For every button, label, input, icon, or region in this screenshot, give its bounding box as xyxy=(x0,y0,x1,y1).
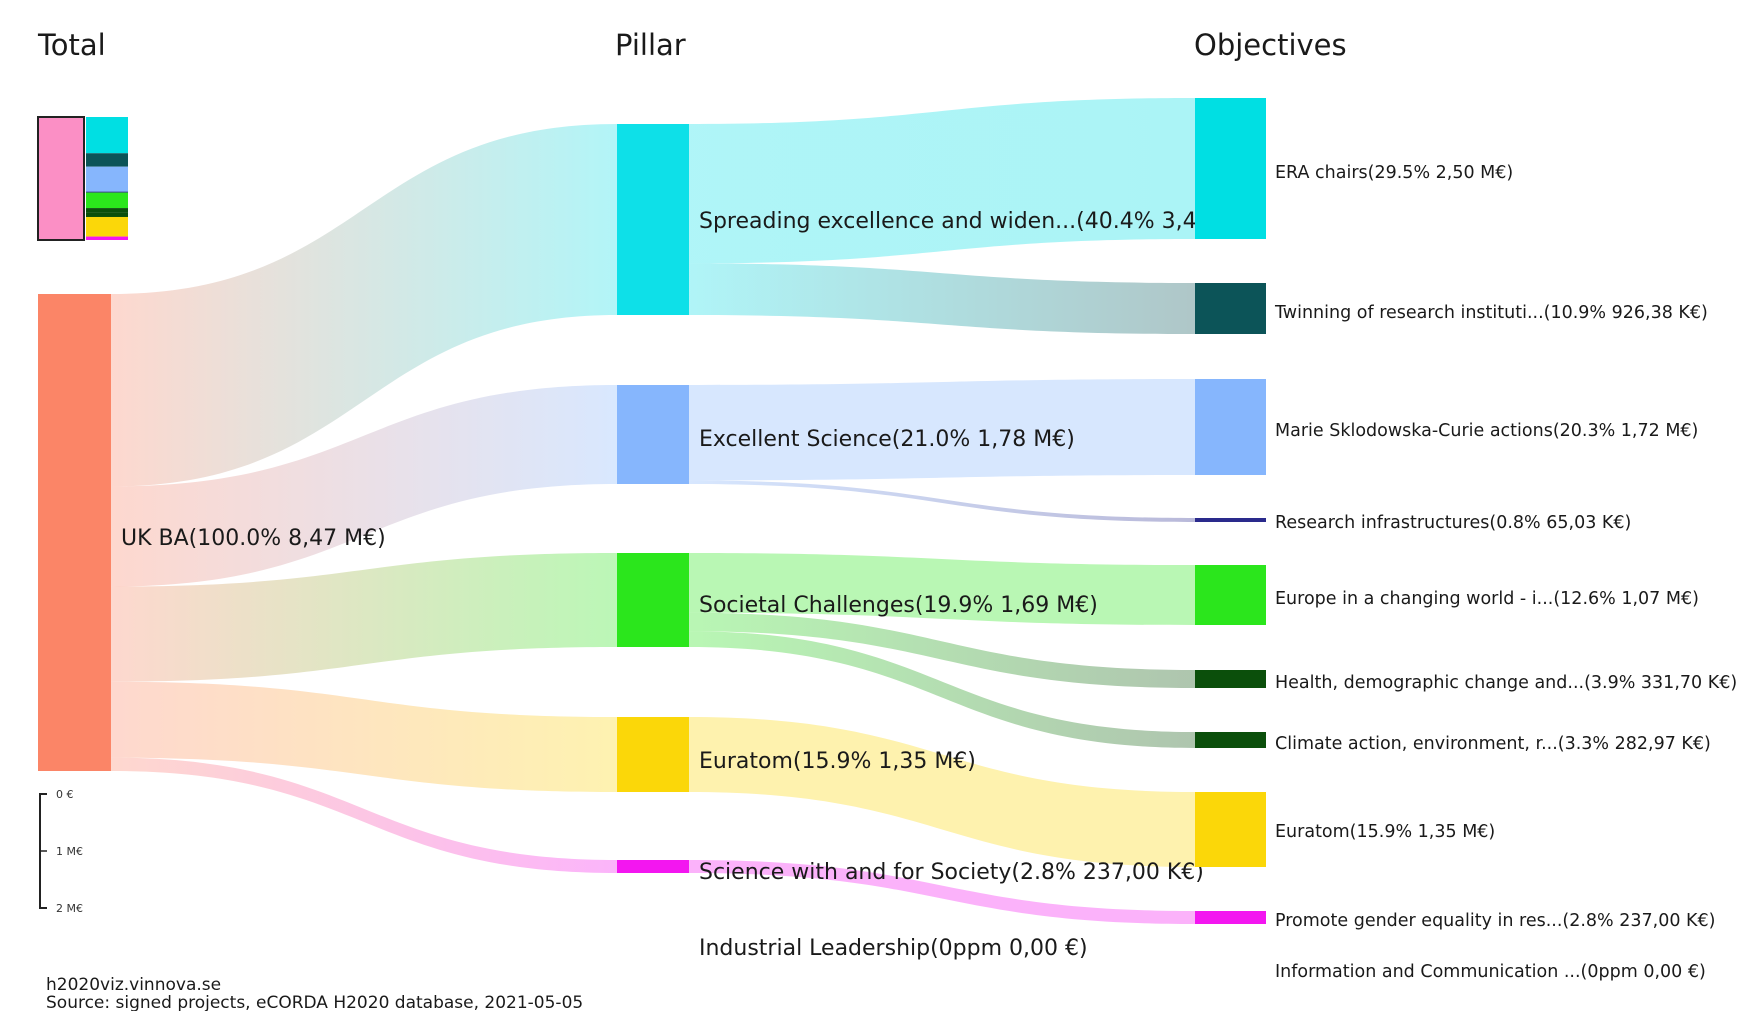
minimap-segment-health xyxy=(86,208,128,213)
pillar-node-swafs[interactable] xyxy=(617,860,689,873)
pillar-label-spreading: Spreading excellence and widen...(40.4% … xyxy=(699,209,1259,234)
footer-source: Source: signed projects, eCORDA H2020 da… xyxy=(46,993,583,1011)
link-total-societal[interactable] xyxy=(111,553,617,682)
objective-node-era[interactable] xyxy=(1195,98,1266,239)
link-spreading-twinning[interactable] xyxy=(689,263,1195,334)
link-societal-climate[interactable] xyxy=(689,631,1195,748)
overview-minimap[interactable] xyxy=(37,116,128,241)
link-excellent-msca[interactable] xyxy=(689,379,1195,481)
pillar-label-excellent: Excellent Science(21.0% 1,78 M€) xyxy=(699,427,1075,452)
link-euratom-euratom_obj[interactable] xyxy=(689,717,1195,867)
objective-node-ri[interactable] xyxy=(1195,518,1266,522)
pillar-label-industrial: Industrial Leadership(0ppm 0,00 €) xyxy=(699,936,1088,961)
objective-label-gender: Promote gender equality in res...(2.8% 2… xyxy=(1275,911,1715,931)
link-societal-europe[interactable] xyxy=(689,553,1195,625)
header-pillar: Pillar xyxy=(615,28,686,62)
objective-node-euratom_obj[interactable] xyxy=(1195,792,1266,867)
link-spreading-era[interactable] xyxy=(689,98,1195,264)
scale-tick-1: 1 M€ xyxy=(56,845,83,858)
pillar-nodes: Spreading excellence and widen...(40.4% … xyxy=(617,124,1259,961)
objective-node-msca[interactable] xyxy=(1195,379,1266,475)
header-total: Total xyxy=(37,28,106,62)
scale-tick-0: 0 € xyxy=(56,788,74,801)
link-total-swafs[interactable] xyxy=(111,757,617,873)
objective-nodes: ERA chairs(29.5% 2,50 M€) Twinning of res… xyxy=(1195,98,1737,982)
objective-label-euratom_obj: Euratom(15.9% 1,35 M€) xyxy=(1275,822,1495,842)
link-societal-health[interactable] xyxy=(689,612,1195,688)
objective-node-europe[interactable] xyxy=(1195,565,1266,625)
link-total-spreading[interactable] xyxy=(111,124,617,487)
header-objectives: Objectives xyxy=(1194,28,1347,62)
objective-node-climate[interactable] xyxy=(1195,732,1266,748)
minimap-total-bar xyxy=(37,116,85,241)
objective-label-ict: Information and Communication ...(0ppm 0… xyxy=(1275,962,1706,982)
minimap-segment-twinning xyxy=(86,153,128,167)
minimap-objective-stack xyxy=(86,117,128,240)
pillar-label-euratom: Euratom(15.9% 1,35 M€) xyxy=(699,749,976,774)
objective-label-era: ERA chairs(29.5% 2,50 M€) xyxy=(1275,163,1513,183)
link-excellent-ri[interactable] xyxy=(689,480,1195,522)
objective-label-health: Health, demographic change and...(3.9% 3… xyxy=(1275,673,1737,693)
pillar-label-swafs: Science with and for Society(2.8% 237,00… xyxy=(699,860,1204,885)
objective-label-msca: Marie Sklodowska-Curie actions(20.3% 1,7… xyxy=(1275,421,1698,441)
objective-node-twinning[interactable] xyxy=(1195,283,1266,334)
minimap-segment-ri xyxy=(86,191,128,193)
minimap-segment-era xyxy=(86,117,128,154)
objective-label-europe: Europe in a changing world - i...(12.6% … xyxy=(1275,589,1699,609)
pillar-node-societal[interactable] xyxy=(617,553,689,647)
pillar-node-excellent[interactable] xyxy=(617,385,689,484)
minimap-segment-msca xyxy=(86,166,128,192)
minimap-segment-gender xyxy=(86,236,128,240)
footer-site[interactable]: h2020viz.vinnova.se xyxy=(46,975,221,995)
link-swafs-gender[interactable] xyxy=(689,860,1195,924)
link-total-excellent[interactable] xyxy=(111,385,617,587)
objective-node-health[interactable] xyxy=(1195,670,1266,688)
sankey-links xyxy=(111,98,1195,924)
pillar-node-spreading[interactable] xyxy=(617,124,689,315)
link-total-euratom[interactable] xyxy=(111,681,617,792)
total-node-label: UK BA(100.0% 8,47 M€) xyxy=(121,526,386,551)
pillar-label-societal: Societal Challenges(19.9% 1,69 M€) xyxy=(699,593,1098,618)
minimap-segment-euratom_obj xyxy=(86,216,128,237)
objective-label-twinning: Twinning of research instituti...(10.9% … xyxy=(1274,303,1708,323)
pillar-node-euratom[interactable] xyxy=(617,717,689,792)
total-node[interactable] xyxy=(38,294,111,771)
scale-bar: 0 € 1 M€ 2 M€ xyxy=(39,788,83,915)
minimap-segment-climate xyxy=(86,212,128,217)
objective-node-gender[interactable] xyxy=(1195,911,1266,924)
scale-tick-2: 2 M€ xyxy=(56,902,83,915)
objective-label-ri: Research infrastructures(0.8% 65,03 K€) xyxy=(1275,513,1631,533)
objective-label-climate: Climate action, environment, r...(3.3% 2… xyxy=(1275,734,1711,754)
minimap-segment-europe xyxy=(86,192,128,209)
